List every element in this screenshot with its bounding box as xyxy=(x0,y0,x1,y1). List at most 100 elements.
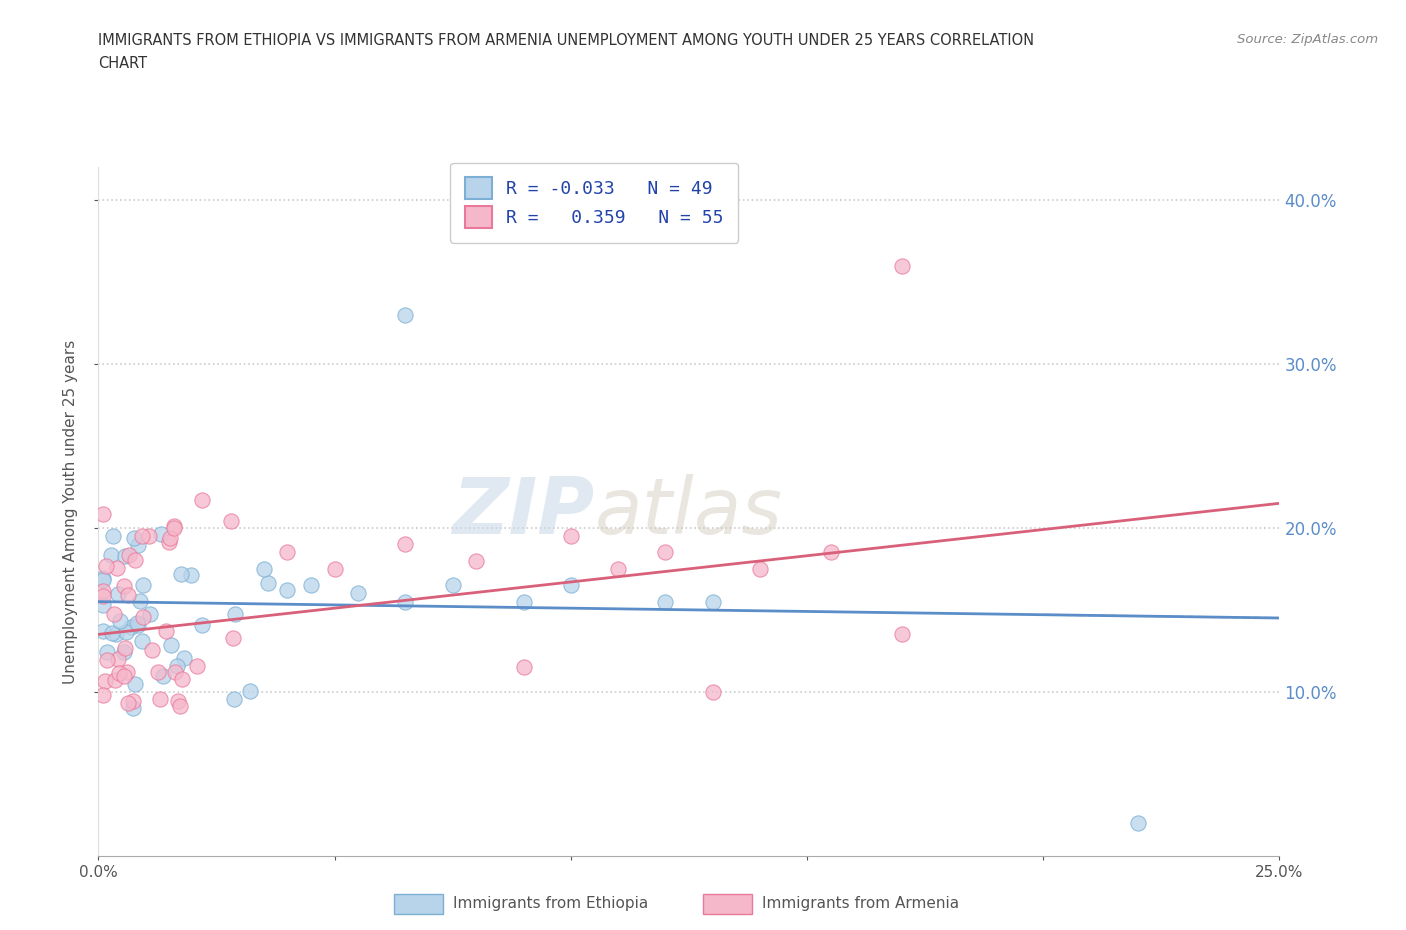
Point xyxy=(112,645,135,660)
Text: Immigrants from Ethiopia: Immigrants from Ethiopia xyxy=(453,897,648,911)
Point xyxy=(91,597,114,612)
Point xyxy=(124,677,146,692)
Point xyxy=(141,643,163,658)
Point xyxy=(560,578,582,592)
Point xyxy=(157,534,180,549)
Point xyxy=(152,668,174,683)
Point xyxy=(103,528,125,543)
Point xyxy=(702,684,724,699)
Y-axis label: Unemployment Among Youth under 25 years: Unemployment Among Youth under 25 years xyxy=(63,339,79,684)
Point xyxy=(239,684,262,699)
Point xyxy=(190,618,212,632)
Point xyxy=(103,606,125,621)
Point xyxy=(121,700,143,715)
Point xyxy=(105,626,128,641)
Point xyxy=(224,691,246,706)
Point xyxy=(108,666,131,681)
Point xyxy=(222,631,245,645)
Point xyxy=(100,548,122,563)
Point xyxy=(91,571,114,586)
Point xyxy=(107,586,129,601)
Point xyxy=(347,586,370,601)
Point xyxy=(394,308,416,323)
Point xyxy=(114,549,136,564)
Point xyxy=(139,606,162,621)
Point xyxy=(654,594,676,609)
Point xyxy=(276,582,298,597)
Point xyxy=(890,259,912,273)
Text: atlas: atlas xyxy=(595,473,782,550)
Point xyxy=(91,573,114,588)
Point xyxy=(512,594,534,609)
Point xyxy=(108,613,131,628)
Point xyxy=(91,687,114,702)
Point xyxy=(163,665,186,680)
Text: IMMIGRANTS FROM ETHIOPIA VS IMMIGRANTS FROM ARMENIA UNEMPLOYMENT AMONG YOUTH UND: IMMIGRANTS FROM ETHIOPIA VS IMMIGRANTS F… xyxy=(98,33,1035,47)
Point xyxy=(91,624,114,639)
Point xyxy=(512,659,534,674)
Point xyxy=(150,526,173,541)
Point xyxy=(441,578,464,592)
Point xyxy=(190,493,212,508)
Point xyxy=(159,531,181,546)
Point xyxy=(129,594,152,609)
Point xyxy=(107,652,129,667)
Point xyxy=(173,651,195,666)
Point xyxy=(186,658,208,673)
Point xyxy=(253,562,276,577)
Point xyxy=(702,594,724,609)
Point xyxy=(115,665,138,680)
Point xyxy=(114,641,136,656)
Point xyxy=(131,610,153,625)
Point xyxy=(96,645,118,660)
Point xyxy=(465,553,488,568)
Point xyxy=(94,559,117,574)
Point xyxy=(131,528,153,543)
Point xyxy=(323,562,346,577)
Point xyxy=(131,634,153,649)
Point xyxy=(1126,816,1149,830)
Point xyxy=(114,625,136,640)
Text: Source: ZipAtlas.com: Source: ZipAtlas.com xyxy=(1237,33,1378,46)
Point xyxy=(112,578,135,593)
Point xyxy=(162,518,184,533)
Point xyxy=(132,578,155,592)
Point xyxy=(219,514,242,529)
Point xyxy=(91,584,114,599)
Point xyxy=(146,665,169,680)
Point xyxy=(96,653,118,668)
Point xyxy=(127,618,149,632)
Point xyxy=(122,530,145,545)
Point xyxy=(94,673,117,688)
Point xyxy=(163,521,186,536)
Point xyxy=(138,528,160,543)
Point xyxy=(105,560,128,575)
Text: ZIP: ZIP xyxy=(453,473,595,550)
Point xyxy=(394,537,416,551)
Text: Immigrants from Armenia: Immigrants from Armenia xyxy=(762,897,959,911)
Point xyxy=(91,589,114,604)
Point xyxy=(890,627,912,642)
Point xyxy=(257,576,280,591)
Legend: R = -0.033   N = 49, R =   0.359   N = 55: R = -0.033 N = 49, R = 0.359 N = 55 xyxy=(450,163,738,243)
Point xyxy=(155,624,177,639)
Point xyxy=(820,545,842,560)
Point xyxy=(101,626,124,641)
Point xyxy=(654,545,676,560)
Point xyxy=(117,696,139,711)
Point xyxy=(169,699,191,714)
Point xyxy=(299,578,322,592)
Point xyxy=(170,672,193,687)
Point xyxy=(149,691,172,706)
Point xyxy=(166,658,188,673)
Point xyxy=(120,619,142,634)
Point xyxy=(160,637,183,652)
Point xyxy=(180,567,202,582)
Point xyxy=(607,562,630,577)
Point xyxy=(117,587,139,602)
Point xyxy=(560,528,582,543)
Point xyxy=(112,669,135,684)
Point xyxy=(91,507,114,522)
Point xyxy=(276,545,298,560)
Point xyxy=(394,594,416,609)
